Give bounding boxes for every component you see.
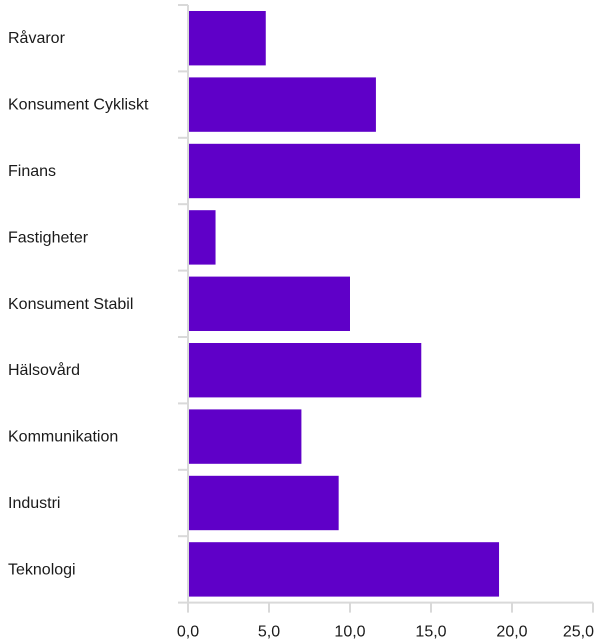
x-tick-label: 15,0: [415, 624, 446, 641]
x-tick-label: 20,0: [496, 624, 527, 641]
axes-group: [178, 4, 593, 604]
x-axis-ticks: 0,0 5,0 10,0 15,0 20,0 25,0: [177, 602, 594, 641]
category-label-ravaror: Råvaror: [8, 29, 66, 47]
bar-ravaror: [189, 11, 266, 66]
bar-halsovard: [189, 343, 422, 398]
bar-industri: [189, 475, 339, 531]
category-label-finans: Finans: [8, 163, 56, 180]
bar-teknologi: [189, 542, 500, 597]
bar-konsument-cykliskt: [189, 77, 376, 132]
category-label-konsument-stabil: Konsument Stabil: [8, 296, 133, 313]
bars-group: [189, 11, 581, 597]
bar-finans: [189, 143, 581, 199]
x-tick-label: 10,0: [334, 624, 365, 641]
category-labels: Råvaror Konsument Cykliskt Finans Fastighet…: [8, 29, 149, 578]
category-label-teknologi: Teknologi: [8, 561, 76, 578]
category-label-kommunikation: Kommunikation: [8, 429, 118, 446]
category-label-konsument-cykliskt: Konsument Cykliskt: [8, 97, 149, 114]
category-label-halsovard: Hälsovård: [8, 361, 80, 379]
x-tick-label: 0,0: [177, 624, 199, 641]
x-tick-label: 5,0: [258, 624, 280, 641]
bar-kommunikation: [189, 409, 302, 464]
bar-konsument-stabil: [189, 276, 350, 331]
category-label-industri: Industri: [8, 495, 60, 512]
x-tick-label: 25,0: [563, 624, 594, 641]
bar-fastigheter: [189, 210, 216, 265]
category-label-fastigheter: Fastigheter: [8, 229, 89, 246]
